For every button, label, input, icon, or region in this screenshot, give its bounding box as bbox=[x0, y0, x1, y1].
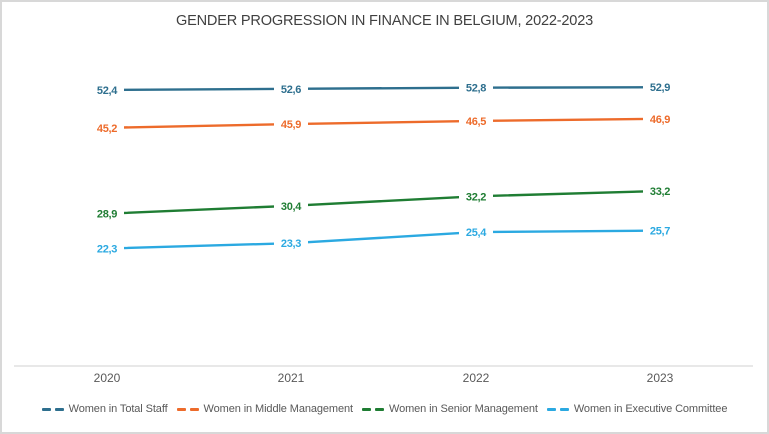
data-label-bg bbox=[643, 223, 677, 238]
dash-icon bbox=[559, 407, 569, 411]
legend-label: Women in Executive Committee bbox=[573, 403, 728, 415]
line-marker-icon bbox=[362, 407, 384, 411]
data-label-bg bbox=[274, 236, 308, 251]
data-label-bg bbox=[459, 80, 493, 95]
data-label: 45,9 bbox=[281, 119, 301, 131]
data-label: 52,8 bbox=[466, 83, 486, 95]
data-label-bg bbox=[459, 225, 493, 240]
data-label-bg bbox=[643, 111, 677, 126]
x-tick-label: 2022 bbox=[463, 371, 490, 385]
chart-title: GENDER PROGRESSION IN FINANCE IN BELGIUM… bbox=[175, 12, 594, 29]
legend-label: Women in Total Staff bbox=[68, 403, 168, 415]
data-label: 52,6 bbox=[281, 84, 301, 96]
data-label: 32,2 bbox=[466, 191, 486, 203]
series-line bbox=[105, 229, 662, 250]
data-label-bg bbox=[274, 198, 308, 213]
chart-legend: Women in Total Staff Women in Middle Man… bbox=[0, 400, 769, 418]
data-label: 30,4 bbox=[281, 201, 302, 213]
dash-icon bbox=[546, 407, 556, 411]
data-label-bg bbox=[459, 189, 493, 204]
dash-icon bbox=[189, 407, 199, 411]
data-label-bg bbox=[90, 82, 124, 97]
line-marker-icon bbox=[546, 407, 569, 411]
data-label-bg bbox=[90, 206, 124, 221]
data-label-bg bbox=[90, 241, 124, 256]
series-line bbox=[105, 117, 662, 130]
line-marker-icon bbox=[41, 407, 64, 411]
legend-item-middle-management: Women in Middle Management bbox=[176, 403, 354, 415]
data-label: 25,7 bbox=[650, 226, 670, 238]
data-label-bg bbox=[90, 120, 124, 135]
data-label: 33,2 bbox=[650, 186, 670, 198]
legend-item-senior-management: Women in Senior Management bbox=[362, 403, 538, 415]
dash-icon bbox=[375, 407, 384, 411]
data-label: 52,9 bbox=[650, 82, 670, 94]
x-tick-label: 2021 bbox=[278, 371, 305, 385]
legend-item-executive-committee: Women in Executive Committee bbox=[546, 403, 728, 415]
data-label: 45,2 bbox=[97, 123, 117, 135]
data-label-bg bbox=[274, 81, 308, 96]
data-label: 46,5 bbox=[466, 116, 486, 128]
legend-label: Women in Middle Management bbox=[203, 403, 354, 415]
x-tick-label: 2020 bbox=[94, 371, 121, 385]
data-label-bg bbox=[274, 117, 308, 132]
data-label: 25,4 bbox=[466, 227, 487, 239]
series-line bbox=[105, 85, 662, 92]
data-label-bg bbox=[643, 80, 677, 95]
series-line bbox=[105, 189, 662, 215]
line-marker-icon bbox=[176, 407, 199, 411]
dash-icon bbox=[362, 407, 371, 411]
legend-label: Women in Senior Management bbox=[389, 403, 538, 415]
data-label: 28,9 bbox=[97, 209, 117, 221]
legend-item-total-staff: Women in Total Staff bbox=[41, 403, 168, 415]
dash-icon bbox=[41, 407, 51, 411]
data-label: 22,3 bbox=[97, 243, 117, 255]
data-label: 52,4 bbox=[97, 85, 118, 97]
data-label: 23,3 bbox=[281, 238, 301, 250]
data-label: 46,9 bbox=[650, 114, 670, 126]
x-tick-label: 2023 bbox=[647, 371, 674, 385]
data-label-bg bbox=[459, 113, 493, 128]
dash-icon bbox=[176, 407, 186, 411]
data-label-bg bbox=[643, 184, 677, 199]
dash-icon bbox=[54, 407, 64, 411]
